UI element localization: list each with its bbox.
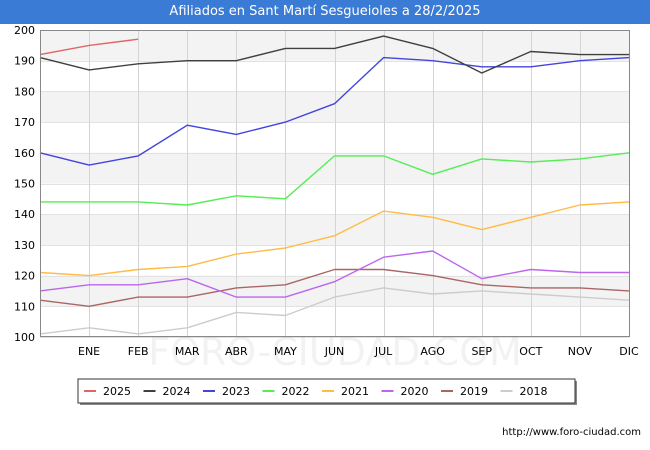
- x-tick-label: JUL: [374, 345, 393, 358]
- y-tick-label: 140: [14, 208, 35, 221]
- plot-frame: [40, 30, 630, 337]
- y-tick-label: 110: [14, 300, 35, 313]
- x-tick-label: DIC: [619, 345, 639, 358]
- series-line-2020: [39, 250, 629, 298]
- x-tick-label: SEP: [471, 345, 492, 358]
- legend-label-2025: 2025: [103, 385, 131, 398]
- y-tick-label: 160: [14, 147, 35, 160]
- y-tick-label: 150: [14, 178, 35, 191]
- x-tick-label: MAY: [274, 345, 297, 358]
- y-tick-label: 120: [14, 270, 35, 283]
- legend: 2025 2024 2023 2022 2021 2020 2019 2018: [77, 378, 577, 405]
- series-line-2021: [39, 201, 630, 277]
- y-tick-label: 170: [14, 116, 35, 129]
- y-tick-label: 200: [14, 24, 35, 37]
- watermark: FORO-CIUDAD.COM: [148, 330, 522, 374]
- y-tick-label: 190: [14, 55, 35, 68]
- legend-label-2022: 2022: [282, 385, 310, 398]
- grid-band: [40, 214, 629, 245]
- series-line-2023: [39, 56, 630, 166]
- chart-title: Afiliados en Sant Martí Sesgueioles a 28…: [0, 0, 650, 24]
- legend-label-2020: 2020: [401, 385, 429, 398]
- y-axis-ticks: 100 110 120 130 140 150 160 170 180 190 200: [14, 24, 35, 344]
- legend-label-2023: 2023: [222, 385, 250, 398]
- x-tick-label: ABR: [225, 345, 248, 358]
- series-line-2018: [39, 287, 630, 335]
- x-tick-label: MAR: [175, 345, 200, 358]
- background-bands: [40, 30, 629, 307]
- series-line-2022: [40, 152, 630, 206]
- x-axis-ticks: ENE FEB MAR ABR MAY JUN JUL AGO SEP OCT NOV DIC: [78, 345, 639, 358]
- x-tick-label: AGO: [420, 345, 445, 358]
- x-tick-label: OCT: [519, 345, 542, 358]
- x-tick-label: JUN: [324, 345, 345, 358]
- grid-band: [40, 275, 629, 307]
- y-tick-label: 100: [14, 331, 35, 344]
- y-tick-label: 130: [14, 239, 35, 252]
- footer-url: http://www.foro-ciudad.com: [502, 427, 641, 438]
- grid-band: [40, 30, 629, 61]
- series-line-2019: [39, 268, 630, 307]
- legend-label-2019: 2019: [460, 385, 488, 398]
- series-line-2025: [39, 38, 139, 56]
- x-tick-label: ENE: [78, 345, 100, 358]
- y-tick-label: 180: [14, 85, 35, 98]
- x-tick-label: NOV: [568, 345, 593, 358]
- legend-label-2024: 2024: [163, 385, 191, 398]
- series-line-2024: [39, 35, 629, 74]
- x-tick-label: FEB: [128, 345, 149, 358]
- legend-label-2021: 2021: [341, 385, 369, 398]
- legend-label-2018: 2018: [520, 385, 548, 398]
- series-lines: [39, 35, 630, 335]
- grid-band: [40, 91, 629, 123]
